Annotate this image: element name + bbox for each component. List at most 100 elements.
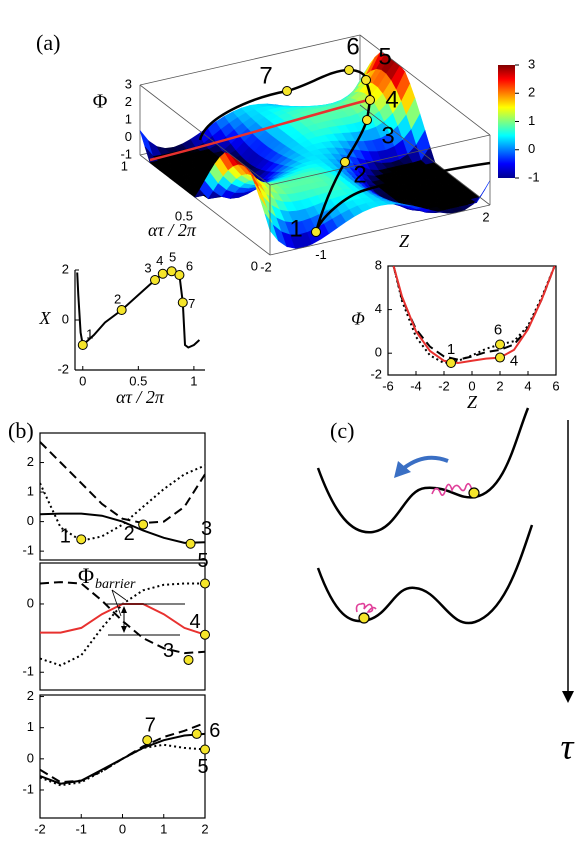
- state-label: 6: [209, 720, 220, 742]
- state-label: 6: [494, 321, 502, 338]
- x-tick-label: 1: [190, 373, 197, 388]
- state-point: [116, 305, 127, 315]
- y-tick-label: -1: [22, 664, 34, 679]
- state-label: 5: [197, 756, 208, 778]
- box-edge: [139, 34, 361, 86]
- state-point: [77, 340, 88, 350]
- state-point: [361, 75, 371, 85]
- trajectory: [198, 68, 491, 233]
- plot-frame: [39, 562, 206, 691]
- barrier-pointer: [111, 589, 127, 601]
- state-point: [191, 728, 202, 739]
- state-point: [200, 578, 210, 589]
- curve: [40, 512, 205, 544]
- y-tick-label: 0: [27, 595, 34, 610]
- surface-patch: [476, 180, 491, 203]
- potential-curve: [316, 407, 530, 534]
- box-edge: [269, 204, 491, 256]
- barrier-subscript: barrier: [95, 577, 136, 592]
- y-tick-label: 0: [27, 750, 34, 765]
- barrier-pointer: [111, 589, 122, 617]
- curve: [40, 743, 205, 787]
- state-point: [200, 744, 210, 755]
- x-tick-label: -6: [382, 378, 394, 393]
- state-point: [446, 358, 456, 369]
- curve: [392, 266, 556, 361]
- axis-label: X: [39, 308, 52, 328]
- state-label: 5: [378, 43, 391, 70]
- state-point: [183, 654, 194, 665]
- y-tick-label: 4: [375, 301, 382, 316]
- state-label: 4: [189, 611, 200, 633]
- y-tick-label: 0: [27, 513, 34, 528]
- colorbar-tick-label: 0: [528, 141, 535, 156]
- state-label: 4: [385, 86, 398, 113]
- plot-frame: [39, 694, 206, 819]
- state-point: [362, 115, 372, 125]
- x-tick-label: 0: [79, 373, 86, 388]
- x-tick-label: 0.5: [129, 373, 147, 388]
- escape-arrowhead: [394, 461, 411, 478]
- z-tick-label: 0: [125, 129, 132, 144]
- state-point: [365, 95, 375, 105]
- escape-arrow: [402, 455, 449, 470]
- y-tick-label: -2: [370, 366, 382, 381]
- curve: [40, 603, 205, 636]
- state-label: 3: [163, 640, 174, 662]
- fluctuation: [431, 482, 473, 496]
- state-point: [311, 227, 321, 237]
- colorbar-tick-label: 1: [528, 113, 535, 128]
- z-tick-label: -1: [120, 146, 132, 161]
- state-point: [138, 519, 149, 530]
- axis-label: Φ: [351, 309, 365, 329]
- state-label: 3: [381, 122, 394, 149]
- state-point: [495, 339, 505, 350]
- z-tick-label: 2: [125, 94, 132, 109]
- particle: [468, 487, 480, 499]
- y-tick-label: -1: [22, 543, 34, 558]
- y-tick-label: 1: [27, 484, 34, 499]
- axis-label: Φ: [93, 91, 108, 113]
- colorbar-tick-label: 2: [528, 85, 535, 100]
- z-tick-label: 3: [125, 76, 132, 91]
- panel-label: (c): [330, 418, 354, 443]
- state-label: 6: [346, 33, 359, 60]
- fluctuation: [355, 602, 377, 613]
- state-point: [76, 534, 87, 545]
- state-label: 4: [510, 353, 518, 370]
- axis-label: Z: [399, 231, 410, 251]
- state-point: [185, 538, 196, 549]
- state-label: 7: [259, 62, 272, 89]
- state-label: 3: [144, 260, 151, 275]
- state-label: 4: [156, 253, 163, 268]
- y-tick-label: 1: [121, 158, 128, 173]
- x-tick-label: 2: [201, 821, 208, 836]
- state-label: 7: [188, 296, 195, 311]
- x-tick-label: -2: [438, 378, 450, 393]
- state-point: [174, 270, 185, 280]
- curve: [76, 270, 201, 349]
- time-label: τ: [561, 726, 575, 766]
- curve: [40, 581, 205, 655]
- axis-label: ατ / 2π: [148, 220, 197, 240]
- state-label: 1: [86, 326, 93, 341]
- plot-frame: [39, 432, 206, 561]
- state-label: 6: [186, 258, 193, 273]
- curve: [392, 266, 556, 365]
- x-tick-label: -4: [410, 378, 422, 393]
- mean-trajectory: [149, 98, 369, 162]
- curve: [40, 722, 205, 784]
- y-tick-label: 0: [62, 311, 69, 326]
- x-tick-label: 1: [160, 821, 167, 836]
- x-tick-label: -2: [34, 821, 46, 836]
- state-point: [344, 65, 354, 75]
- state-point: [495, 352, 505, 363]
- panel-label: (a): [36, 30, 60, 55]
- colorbar-tick-label: -1: [528, 169, 540, 184]
- z-tick-label: 1: [125, 111, 132, 126]
- state-label: 2: [114, 291, 121, 306]
- box-edge: [359, 34, 491, 136]
- y-tick-label: 0.5: [175, 208, 193, 223]
